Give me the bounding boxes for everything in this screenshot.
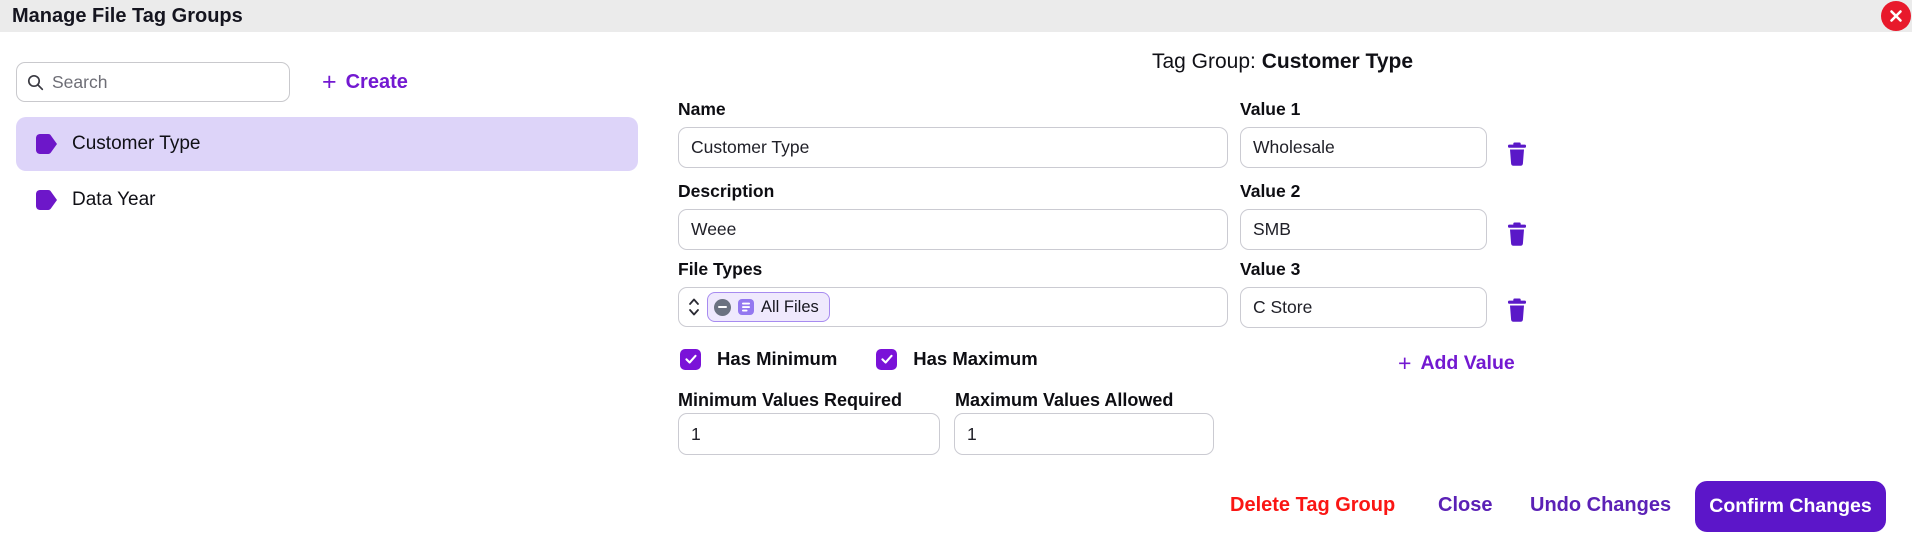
- file-types-label: File Types: [678, 259, 763, 279]
- check-icon: [881, 354, 893, 364]
- unfold-more-icon: [689, 298, 699, 316]
- minimum-values-label: Minimum Values Required: [678, 390, 903, 410]
- file-types-select[interactable]: All Files: [678, 287, 1228, 327]
- remove-chip-icon[interactable]: [714, 298, 731, 316]
- tag-group-heading: Tag Group: Customer Type: [678, 50, 1887, 80]
- check-icon: [684, 354, 697, 364]
- search-input[interactable]: [52, 63, 289, 101]
- window-title: Manage File Tag Groups: [12, 4, 243, 27]
- sidebar-item-label: Customer Type: [72, 133, 201, 154]
- sidebar-item-customer-type[interactable]: Customer Type: [16, 117, 638, 171]
- close-icon: [1890, 10, 1902, 22]
- confirm-changes-button[interactable]: Confirm Changes: [1695, 481, 1886, 532]
- value-3-field[interactable]: [1240, 287, 1487, 328]
- close-window-button[interactable]: [1881, 1, 1911, 31]
- value-1-label: Value 1: [1240, 99, 1301, 119]
- close-button[interactable]: Close: [1438, 494, 1493, 516]
- has-maximum-checkbox[interactable]: [876, 348, 898, 370]
- undo-changes-button[interactable]: Undo Changes: [1530, 494, 1672, 516]
- value-2-label: Value 2: [1240, 181, 1301, 201]
- file-list-icon: [738, 299, 754, 315]
- delete-value-1-button[interactable]: [1507, 142, 1527, 166]
- description-label: Description: [678, 181, 775, 201]
- delete-value-2-button[interactable]: [1507, 222, 1527, 246]
- trash-icon: [1508, 298, 1526, 322]
- delete-tag-group-button[interactable]: Delete Tag Group: [1230, 494, 1396, 516]
- value-1-field[interactable]: [1240, 127, 1487, 168]
- has-maximum-label: Has Maximum: [913, 348, 1038, 369]
- tag-icon: [36, 134, 57, 154]
- trash-icon: [1508, 142, 1526, 166]
- min-max-checkbox-row: Has Minimum Has Maximum: [680, 348, 1038, 370]
- create-button[interactable]: + Create: [322, 62, 408, 102]
- maximum-values-field[interactable]: [954, 413, 1214, 455]
- create-button-label: Create: [345, 70, 408, 93]
- sidebar-item-data-year[interactable]: Data Year: [16, 174, 638, 226]
- add-value-label: Add Value: [1420, 352, 1515, 374]
- search-box: [16, 62, 290, 102]
- sidebar-item-label: Data Year: [72, 189, 156, 210]
- titlebar: Manage File Tag Groups: [0, 0, 1912, 32]
- file-type-chip-label: All Files: [761, 297, 819, 316]
- add-value-button[interactable]: + Add Value: [1398, 352, 1515, 375]
- maximum-values-label: Maximum Values Allowed: [955, 390, 1174, 410]
- minimum-values-field[interactable]: [678, 413, 940, 455]
- tag-group-heading-name: Customer Type: [1261, 50, 1414, 73]
- name-field[interactable]: [678, 127, 1228, 168]
- plus-icon: +: [322, 67, 337, 96]
- name-label: Name: [678, 99, 726, 119]
- value-2-field[interactable]: [1240, 209, 1487, 250]
- tag-icon: [36, 190, 57, 210]
- delete-value-3-button[interactable]: [1507, 298, 1527, 322]
- file-type-chip[interactable]: All Files: [707, 292, 830, 322]
- has-minimum-checkbox[interactable]: [680, 348, 701, 370]
- plus-icon: +: [1398, 350, 1412, 376]
- search-icon: [27, 74, 44, 90]
- description-field[interactable]: [678, 209, 1228, 250]
- value-3-label: Value 3: [1240, 259, 1301, 279]
- tag-group-heading-prefix: Tag Group:: [1151, 50, 1262, 73]
- has-minimum-label: Has Minimum: [717, 348, 838, 369]
- trash-icon: [1508, 222, 1526, 246]
